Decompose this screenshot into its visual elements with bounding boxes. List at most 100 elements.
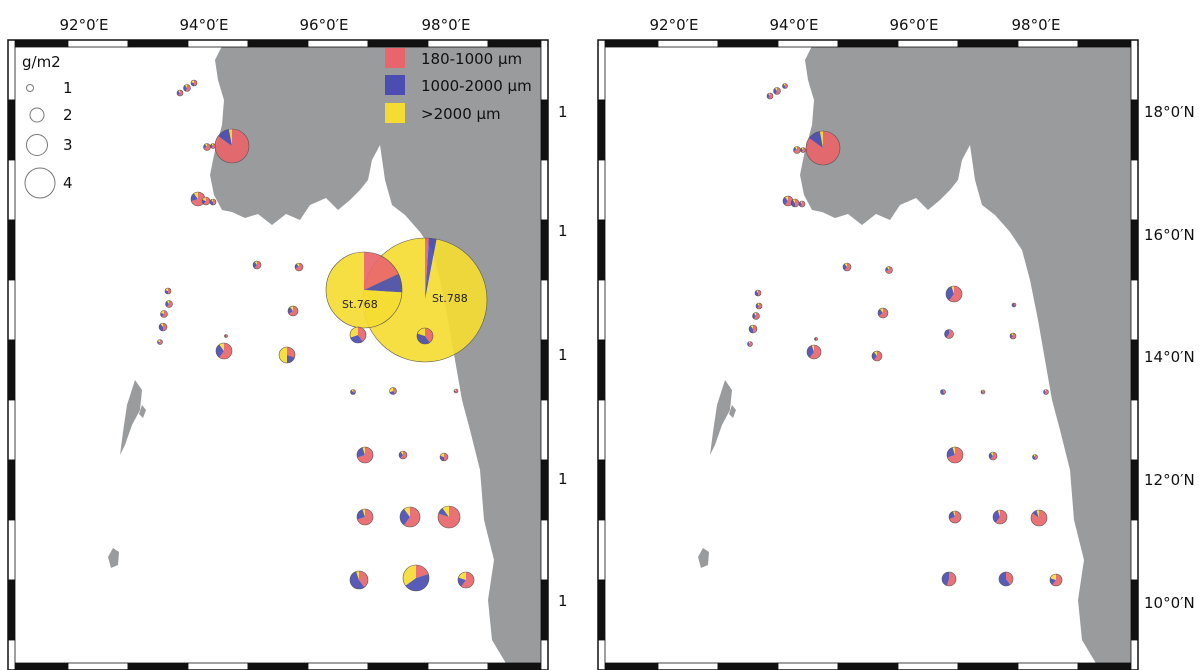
pie-slice	[801, 147, 803, 150]
pie-slice	[219, 343, 232, 360]
pie-slice	[946, 572, 957, 587]
pie-outline	[1009, 332, 1017, 340]
pie-slice	[944, 329, 949, 338]
frame-segment	[597, 399, 606, 461]
left-map-cropped-right-ticks: 1 1 1 1 1	[558, 103, 568, 610]
pie-slice	[953, 511, 955, 517]
frame-segment	[247, 39, 309, 48]
frame-segment	[597, 459, 606, 521]
pie-slice	[350, 327, 358, 338]
frame-segment	[897, 662, 959, 670]
pie-slice	[946, 286, 954, 301]
size-legend-circle-3	[26, 134, 48, 156]
pie-slice	[885, 267, 889, 272]
frame-segment	[487, 39, 549, 48]
pie-slice	[160, 312, 164, 317]
top-tick-96e: 96°0′E	[889, 16, 938, 34]
pie-slice	[758, 290, 761, 296]
pie-outline	[183, 84, 191, 92]
pie-slice	[364, 273, 402, 293]
pie-slice	[753, 312, 760, 320]
pie-slice	[940, 389, 945, 395]
pie-slice	[946, 329, 954, 339]
pie-slice	[872, 351, 877, 361]
frame-segment	[540, 219, 549, 281]
pie-slice	[458, 572, 466, 580]
pie-slice	[1011, 333, 1013, 336]
pie-slice	[800, 201, 805, 207]
pie-slice	[1044, 389, 1046, 392]
pie-outline	[798, 200, 806, 208]
pie-slice	[800, 201, 802, 204]
pie-outline	[800, 147, 806, 153]
pie-slice	[768, 93, 773, 99]
pie-slice	[1012, 303, 1016, 308]
pie-slice	[458, 577, 466, 587]
pie-slice	[1009, 333, 1013, 339]
pie-slice	[213, 199, 216, 205]
pie-outline	[350, 389, 356, 395]
pie-outline	[457, 571, 475, 589]
pie-slice	[287, 355, 295, 363]
frame-segment	[367, 39, 429, 48]
cropped-tick: 1	[558, 103, 568, 121]
frame-segment	[540, 159, 549, 221]
pie-slice	[295, 263, 304, 271]
frame-segment	[597, 339, 606, 401]
pie-slice	[228, 129, 232, 146]
pie-slice	[279, 347, 287, 363]
pie-outline	[399, 506, 421, 528]
pie-slice	[290, 306, 293, 311]
frame-segment	[1130, 459, 1139, 521]
right-map: 92°0′E 94°0′E 96°0′E 98°0′E 18°0′N 16°0′…	[597, 16, 1195, 670]
pie-outline	[176, 89, 184, 97]
pie-outline	[402, 564, 430, 592]
frame-segment	[7, 219, 16, 281]
pie-outline	[215, 342, 233, 360]
size-legend-circle-4	[24, 167, 56, 199]
pie-slice	[168, 288, 171, 294]
pie-outline	[1032, 454, 1038, 460]
pie-outline	[349, 570, 369, 590]
pie-slice	[844, 263, 847, 267]
right-tick-10n: 10°0′N	[1144, 594, 1195, 612]
pie-slice	[775, 87, 781, 95]
frame-segment	[540, 39, 549, 101]
pie-slice	[942, 572, 949, 586]
pie-slice	[749, 325, 753, 333]
fraction-legend-swatch-large	[385, 103, 405, 123]
fraction-legend-label-medium: 1000-2000 µm	[421, 77, 532, 95]
frame-segment	[597, 639, 606, 670]
pie-slice	[783, 196, 788, 206]
pie-slice	[947, 447, 963, 463]
pie-slice	[159, 323, 163, 331]
pie-outline	[945, 285, 963, 303]
pie-slice	[358, 327, 366, 342]
pie-outline	[294, 262, 304, 272]
pie-slice	[158, 339, 163, 345]
pie-slice	[218, 129, 232, 146]
pie-slice	[753, 325, 757, 333]
frame-segment	[837, 39, 899, 48]
pie-slice	[793, 146, 801, 154]
pie-slice	[185, 84, 191, 92]
pie-slice	[811, 345, 814, 352]
pie-slice	[211, 143, 213, 146]
pie-slice	[184, 84, 187, 88]
pie-slice	[165, 290, 168, 294]
frame-segment	[597, 159, 606, 221]
frame-segment	[7, 279, 16, 341]
pie-slice	[389, 387, 393, 393]
pie-slice	[981, 390, 983, 392]
pie-slice	[163, 323, 167, 331]
pie-slice	[454, 389, 458, 394]
frame-segment	[540, 279, 549, 341]
right-map-right-ticks: 18°0′N 16°0′N 14°0′N 12°0′N 10°0′N	[1144, 103, 1195, 612]
pie-slice	[161, 310, 168, 318]
pie-outline	[209, 198, 217, 206]
pie-slice	[442, 506, 449, 517]
top-tick-94e: 94°0′E	[769, 16, 818, 34]
pie-slice	[748, 341, 753, 347]
pie-slice	[1043, 389, 1046, 395]
